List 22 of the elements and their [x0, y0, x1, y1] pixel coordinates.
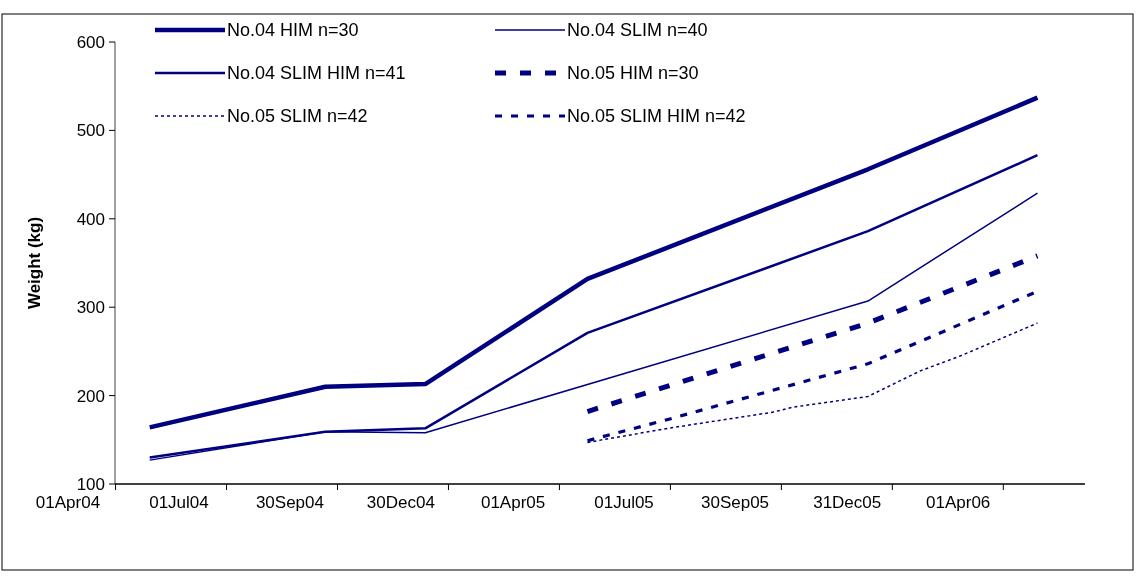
y-tick-label: 600: [76, 32, 105, 52]
legend-label: No.05 SLIM HIM n=42: [567, 106, 746, 127]
legend-label: No.05 HIM n=30: [567, 63, 699, 84]
x-tick-label: 01Jul04: [149, 493, 209, 512]
y-tick-label: 500: [76, 121, 105, 141]
x-tick-label: 01Apr06: [926, 493, 991, 512]
y-tick-label: 300: [76, 298, 105, 318]
x-tick-label: 01Apr04: [35, 493, 101, 512]
y-tick-label: 400: [76, 209, 105, 229]
legend-label: No.05 SLIM n=42: [227, 106, 368, 127]
x-tick-label: 31Dec05: [813, 493, 882, 512]
x-tick-label: 30Sep04: [255, 493, 324, 512]
x-tick-label: 01Apr05: [480, 493, 546, 512]
y-axis-title: Weight (kg): [25, 216, 44, 310]
x-tick-label: 30Sep05: [700, 493, 770, 512]
legend-label: No.04 HIM n=30: [227, 20, 359, 41]
x-tick-label: 01Jul05: [594, 493, 654, 512]
legend-label: No.04 SLIM n=40: [567, 20, 708, 41]
x-tick-label: 30Dec04: [366, 493, 435, 512]
legend-label: No.04 SLIM HIM n=41: [227, 63, 406, 84]
y-tick-label: 200: [76, 386, 105, 406]
y-tick-label: 100: [76, 474, 105, 494]
